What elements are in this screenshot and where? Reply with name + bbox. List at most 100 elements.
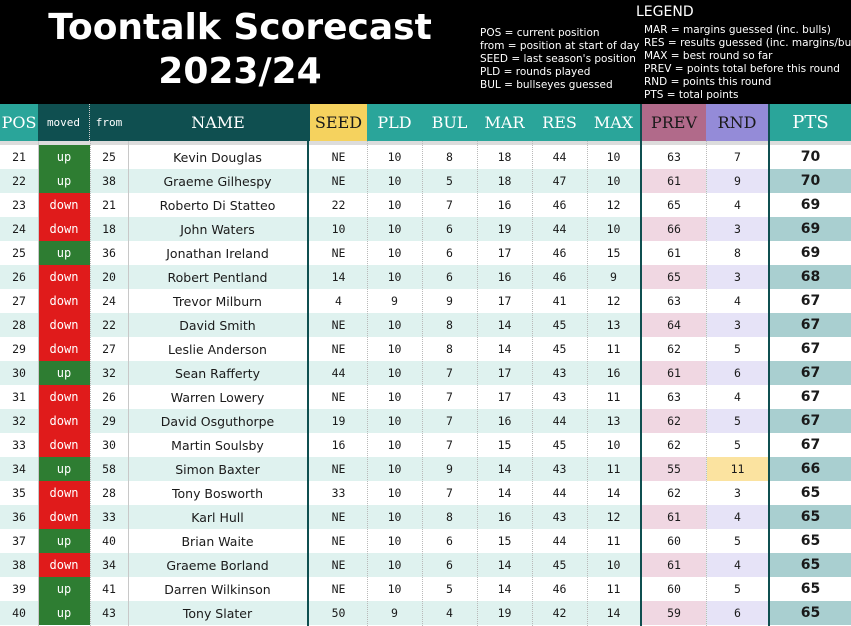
cell-name: Simon Baxter	[175, 461, 260, 477]
cell-pts: 70	[770, 169, 851, 193]
cell-from: 40	[102, 534, 116, 548]
cell-name: Karl Hull	[191, 509, 244, 525]
cell-mar: 19	[497, 606, 512, 620]
cell-name: David Osguthorpe	[160, 413, 275, 429]
cell-pts: 68	[770, 265, 851, 289]
cell-seed: NE	[331, 246, 346, 260]
cell-pld: 10	[387, 438, 402, 452]
cell-prev: 60	[667, 534, 681, 548]
grid-line	[640, 141, 642, 626]
cell-pld: 10	[387, 198, 402, 212]
cell-mar: 18	[497, 174, 512, 188]
cell-pos: 40	[12, 606, 26, 620]
cell-prev: 65	[642, 265, 706, 289]
cell-pld: 10	[387, 150, 402, 164]
cell-pld: 9	[391, 294, 398, 308]
cell-name: Kevin Douglas	[173, 149, 262, 165]
legend-entry: SEED = last season's position	[480, 53, 636, 65]
cell-max: 12	[606, 198, 621, 212]
cell-pos: 37	[12, 534, 26, 548]
cell-pld: 10	[387, 414, 402, 428]
cell-seed: 14	[331, 270, 346, 284]
cell-prev: 61	[667, 246, 681, 260]
cell-rnd: 8	[734, 246, 741, 260]
table-row: 40 up 43 Tony Slater 50 9 4 19 42 14 59 6 65	[0, 601, 851, 625]
table-row: 25 up 36 Jonathan Ireland NE 10 6 17 46 15 61 8 69	[0, 241, 851, 265]
cell-pts: 65	[770, 553, 851, 577]
cell-name: Brian Waite	[181, 533, 254, 549]
cell-seed: NE	[331, 462, 346, 476]
cell-mar: 18	[497, 150, 512, 164]
cell-moved: down	[38, 313, 90, 337]
cell-pld: 10	[387, 582, 402, 596]
grid-line	[307, 141, 309, 626]
table-row: 37 up 40 Brian Waite NE 10 6 15 44 11 60 5 65	[0, 529, 851, 553]
cell-moved: down	[38, 505, 90, 529]
cell-from: 22	[102, 318, 116, 332]
cell-moved: down	[38, 337, 90, 361]
cell-from: 18	[102, 222, 116, 236]
cell-name: Darren Wilkinson	[164, 581, 271, 597]
cell-moved: down	[38, 433, 90, 457]
cell-rnd: 11	[707, 457, 768, 481]
cell-mar: 17	[497, 246, 512, 260]
col-header-mar: MAR	[477, 104, 532, 141]
cell-name: Martin Soulsby	[171, 437, 264, 453]
cell-name: Roberto Di Statteo	[159, 197, 276, 213]
cell-pts: 65	[770, 529, 851, 553]
col-header-name: NAME	[128, 104, 308, 141]
cell-moved: up	[38, 241, 90, 265]
cell-bul: 6	[446, 270, 453, 284]
cell-prev: 59	[642, 601, 706, 625]
cell-rnd: 6	[707, 361, 768, 385]
cell-seed: NE	[331, 534, 346, 548]
cell-res: 43	[552, 390, 567, 404]
cell-pos: 34	[12, 462, 26, 476]
cell-from: 41	[102, 582, 116, 596]
cell-name: Leslie Anderson	[168, 341, 267, 357]
cell-max: 11	[606, 582, 621, 596]
cell-max: 13	[606, 414, 621, 428]
cell-seed: 16	[331, 438, 346, 452]
cell-from: 30	[102, 438, 116, 452]
legend-entry: RND = points this round	[644, 76, 772, 88]
cell-rnd: 3	[707, 265, 768, 289]
cell-bul: 9	[446, 462, 453, 476]
grid-line	[90, 141, 91, 626]
cell-bul: 8	[446, 510, 453, 524]
cell-name: Jonathan Ireland	[166, 245, 269, 261]
cell-from: 38	[102, 174, 116, 188]
cell-bul: 7	[446, 366, 453, 380]
cell-max: 11	[606, 462, 621, 476]
cell-bul: 8	[446, 150, 453, 164]
cell-max: 10	[606, 222, 621, 236]
table-row: 35 down 28 Tony Bosworth 33 10 7 14 44 14 62 3 65	[0, 481, 851, 505]
cell-seed: NE	[331, 390, 346, 404]
grid-line	[367, 141, 368, 626]
cell-rnd: 3	[707, 313, 768, 337]
col-header-max: MAX	[587, 104, 640, 141]
table-row: 38 down 34 Graeme Borland NE 10 6 14 45 10 61 4 65	[0, 553, 851, 577]
grid-line	[477, 141, 478, 626]
col-header-from: from	[90, 104, 128, 141]
table-row: 34 up 58 Simon Baxter NE 10 9 14 43 11 55 11 66	[0, 457, 851, 481]
header-divider	[0, 141, 851, 145]
cell-prev: 61	[642, 361, 706, 385]
cell-bul: 8	[446, 318, 453, 332]
title-line-2: 2023/24	[158, 51, 322, 92]
cell-pos: 38	[12, 558, 26, 572]
cell-pts: 65	[770, 601, 851, 625]
cell-bul: 7	[446, 198, 453, 212]
cell-from: 27	[102, 342, 116, 356]
cell-name: Robert Pentland	[167, 269, 268, 285]
cell-seed: NE	[331, 510, 346, 524]
legend-entry: PREV = points total before this round	[644, 63, 840, 75]
table-row: 27 down 24 Trevor Milburn 4 9 9 17 41 12 63 4 67	[0, 289, 851, 313]
title-line-1: Toontalk Scorecast	[48, 7, 432, 48]
cell-mar: 19	[497, 222, 512, 236]
cell-prev: 63	[667, 294, 681, 308]
cell-prev: 61	[642, 505, 706, 529]
cell-pld: 9	[391, 606, 398, 620]
cell-mar: 17	[497, 366, 512, 380]
cell-pts: 69	[770, 217, 851, 241]
